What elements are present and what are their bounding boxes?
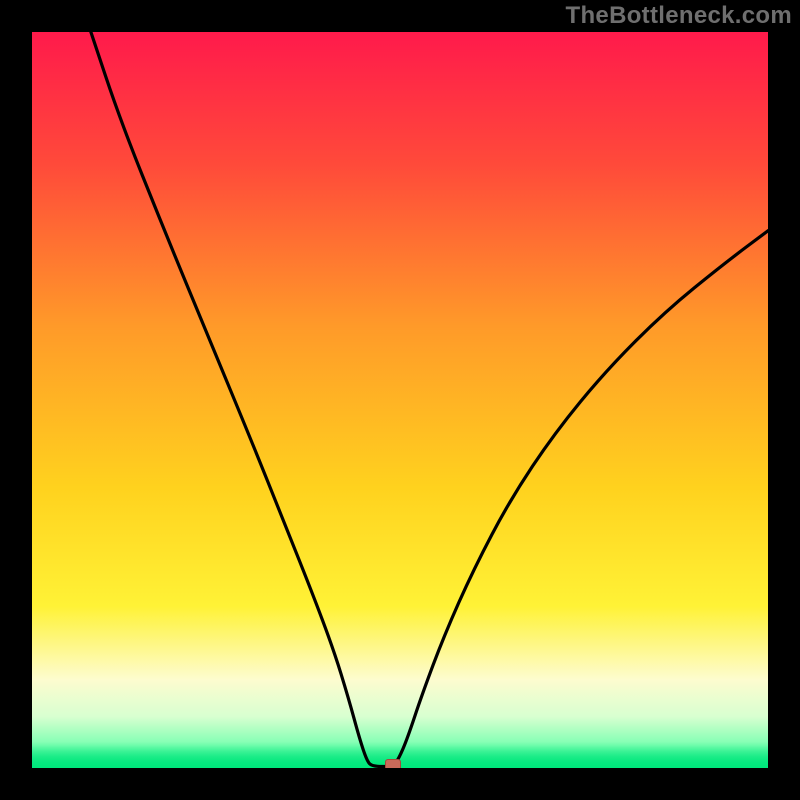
watermark-text: TheBottleneck.com xyxy=(566,2,792,30)
curve-path xyxy=(91,32,768,767)
plot-area xyxy=(32,32,768,768)
chart-frame: TheBottleneck.com xyxy=(0,0,800,800)
bottleneck-curve xyxy=(32,32,768,768)
optimum-marker xyxy=(385,759,401,768)
